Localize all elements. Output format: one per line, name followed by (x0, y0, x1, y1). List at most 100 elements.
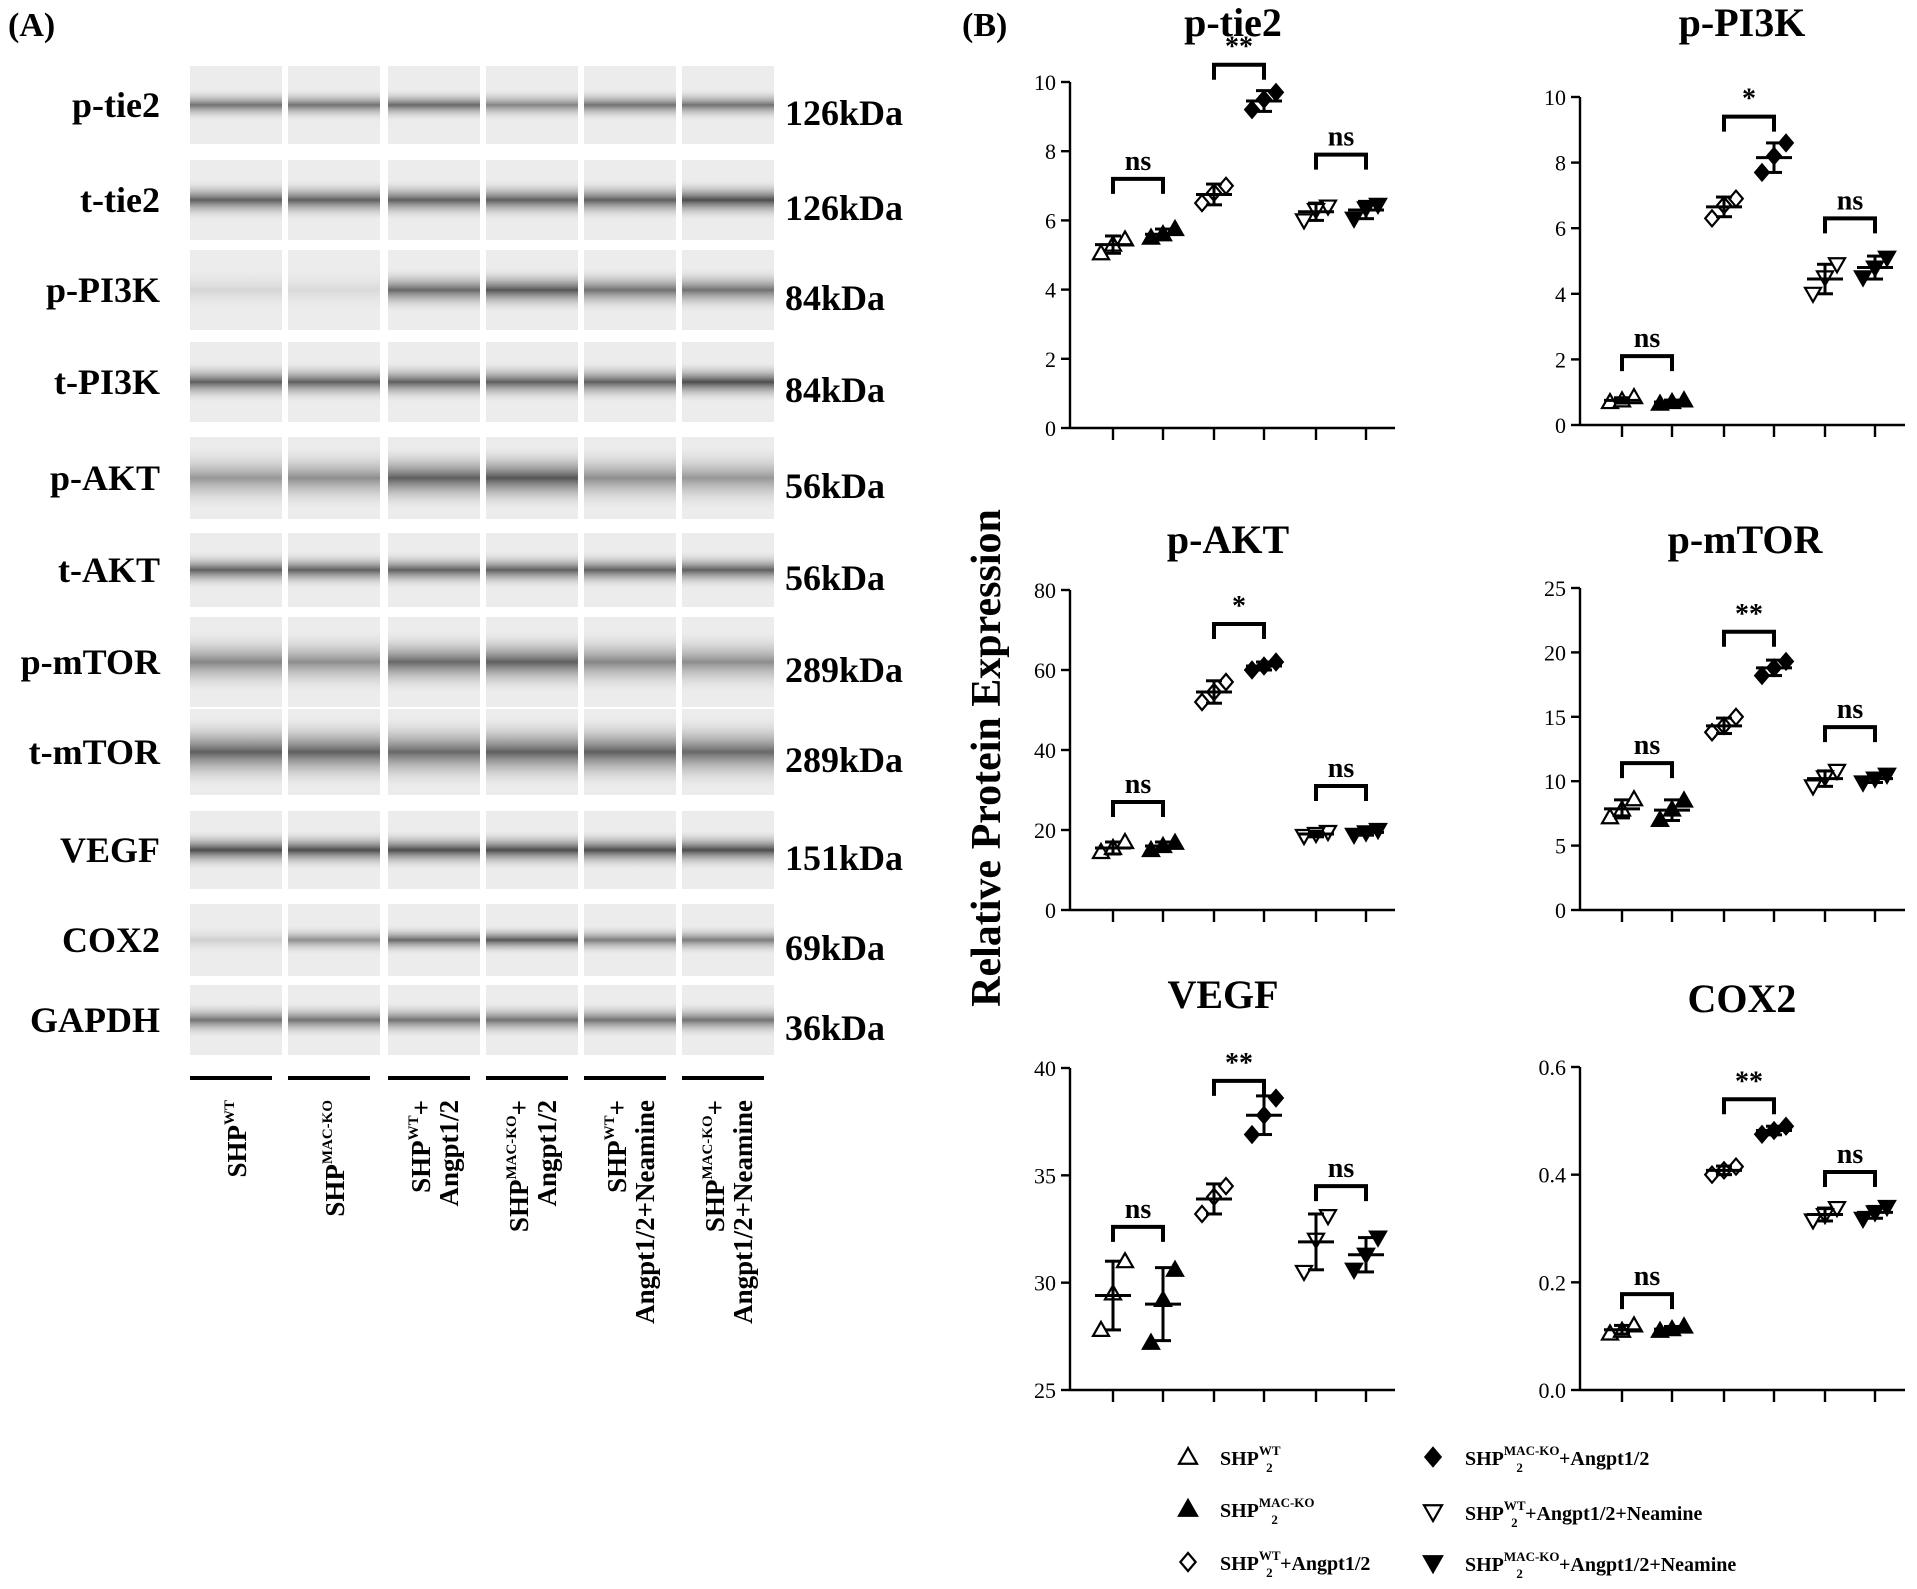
blot-band (288, 549, 380, 591)
y-tick-label: 0 (1555, 413, 1566, 438)
significance-bracket (1722, 114, 1776, 132)
blot-band (388, 828, 480, 872)
y-tick-label: 10 (1544, 769, 1566, 794)
significance-label: ns (1837, 185, 1864, 216)
y-tick-label: 6 (1045, 208, 1056, 233)
series-group (1803, 257, 1847, 305)
significance-bracket (1620, 1292, 1674, 1310)
y-tick-label: 5 (1555, 834, 1566, 859)
significance-label: ns (1837, 694, 1864, 725)
blot-kda-label: 84kDa (785, 278, 885, 318)
data-point (1243, 99, 1261, 120)
y-tick-label: 2 (1045, 347, 1056, 372)
blot-row-label: t-PI3K (54, 362, 160, 402)
series-group (1344, 1230, 1388, 1281)
series-group (1650, 390, 1694, 411)
blot-band (288, 713, 380, 791)
significance-bracket (1823, 1169, 1877, 1187)
blot-band (682, 713, 774, 791)
data-point (1853, 1211, 1873, 1230)
blot-band (388, 266, 480, 314)
data-point (1217, 1176, 1235, 1196)
series-group (1853, 1199, 1897, 1230)
svg-text:SHPMAC-KO+: SHPMAC-KO+ (504, 1100, 534, 1232)
chart-p-mtor: p-mTOR 0 5 10 15 20 25 ns ** ns (1544, 517, 1905, 923)
significance-label: ns (1125, 1194, 1152, 1225)
svg-text:Angpt1/2+Neamine: Angpt1/2+Neamine (728, 1100, 758, 1324)
y-tick-label: 20 (1544, 640, 1566, 665)
panel-b-label: (B) (962, 7, 1007, 44)
significance-bracket (1314, 152, 1368, 170)
svg-text:Angpt1/2: Angpt1/2 (532, 1100, 562, 1207)
legend-marker (1423, 1446, 1443, 1468)
significance-bracket (1212, 622, 1266, 639)
blot-band (288, 628, 380, 696)
blot-kda-label: 56kDa (785, 558, 885, 598)
blot-band (486, 628, 578, 696)
legend-label: SHPMAC-KO 2 +Angpt1/2 (1465, 1443, 1649, 1475)
blot-band (288, 828, 380, 872)
blot-band (486, 828, 578, 872)
blot-band (682, 549, 774, 591)
significance-label: ns (1328, 122, 1355, 153)
blot-band (288, 443, 380, 513)
significance-label: ** (1735, 599, 1763, 630)
series-group (1803, 763, 1847, 797)
lane-label: SHPMAC-KO (320, 1100, 350, 1217)
data-point (1267, 1088, 1285, 1108)
blot-band (190, 1000, 282, 1040)
y-tick-label: 35 (1034, 1163, 1056, 1188)
y-tick-label: 0.4 (1539, 1163, 1567, 1188)
y-tick-label: 80 (1034, 578, 1056, 603)
blot-band (288, 266, 380, 314)
y-tick-label: 0 (1045, 416, 1056, 441)
blot-band (388, 923, 480, 957)
blot-band (288, 178, 380, 222)
data-point (1650, 809, 1670, 827)
svg-text:Angpt1/2+Neamine: Angpt1/2+Neamine (630, 1100, 660, 1324)
blot-band (682, 178, 774, 222)
legend-item: SHPMAC-KO 2 +Angpt1/2 (1423, 1443, 1649, 1475)
data-point (1243, 1124, 1261, 1145)
significance-bracket (1314, 1184, 1368, 1202)
blot-band (584, 443, 676, 513)
blot-row-label: t-tie2 (80, 180, 160, 220)
blot-band (486, 360, 578, 404)
svg-text:SHPWT+: SHPWT+ (406, 1100, 436, 1193)
blot-band (682, 266, 774, 314)
lane-label: SHPWT+Angpt1/2+Neamine (602, 1100, 660, 1324)
y-tick-label: 10 (1034, 70, 1056, 95)
series-group (1141, 1259, 1185, 1350)
series-group (1853, 767, 1897, 793)
blot-band (190, 360, 282, 404)
blot-band (584, 266, 676, 314)
blot-row-label: GAPDH (30, 1000, 160, 1040)
y-tick-label: 0 (1045, 898, 1056, 923)
blot-band (190, 628, 282, 696)
significance-label: ns (1634, 730, 1661, 761)
data-point (1777, 133, 1795, 153)
significance-bracket (1823, 725, 1877, 743)
series-group (1091, 831, 1135, 860)
series-group (1600, 1315, 1644, 1341)
series-group (1193, 672, 1235, 712)
y-tick-label: 4 (1555, 282, 1566, 307)
chart-title: p-mTOR (1668, 517, 1824, 562)
series-group (1753, 651, 1795, 686)
lane-label: SHPWT+Angpt1/2 (406, 1100, 464, 1207)
blot-band (584, 628, 676, 696)
series-group (1141, 832, 1185, 858)
scatter-charts: p-tie20246810ns**nsp-PI3K0246810ns*nsp-A… (1034, 0, 1905, 1403)
series-group (1294, 1209, 1338, 1283)
legend-label: SHPWT 2 (1220, 1443, 1281, 1475)
blot-band (190, 178, 282, 222)
series-group (1600, 386, 1644, 410)
y-tick-label: 40 (1034, 1056, 1056, 1081)
chart-vegf: VEGF 25 30 35 40 ns ** ns (1034, 972, 1395, 1403)
blot-band (584, 360, 676, 404)
y-tick-label: 20 (1034, 818, 1056, 843)
data-point (1193, 193, 1211, 213)
significance-label: ns (1125, 146, 1152, 177)
svg-text:SHPWT: SHPWT (222, 1100, 252, 1178)
series-group (1091, 1250, 1135, 1337)
